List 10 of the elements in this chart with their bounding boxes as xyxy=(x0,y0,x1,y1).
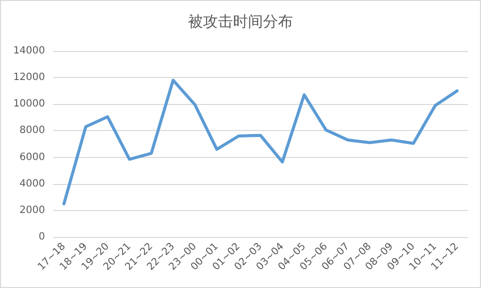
y-tick-label: 8000 xyxy=(20,125,45,136)
y-tick-label: 14000 xyxy=(13,46,45,56)
chart-title: 被攻击时间分布 xyxy=(188,12,293,30)
y-tick-label: 6000 xyxy=(20,152,45,163)
y-tick-label: 10000 xyxy=(13,98,45,110)
y-tick-label: 2000 xyxy=(20,204,45,216)
line-series xyxy=(62,78,459,206)
y-tick-label: 4000 xyxy=(20,178,45,190)
y-tick-label: 0 xyxy=(38,232,45,242)
y-tick-label: 12000 xyxy=(13,72,45,84)
